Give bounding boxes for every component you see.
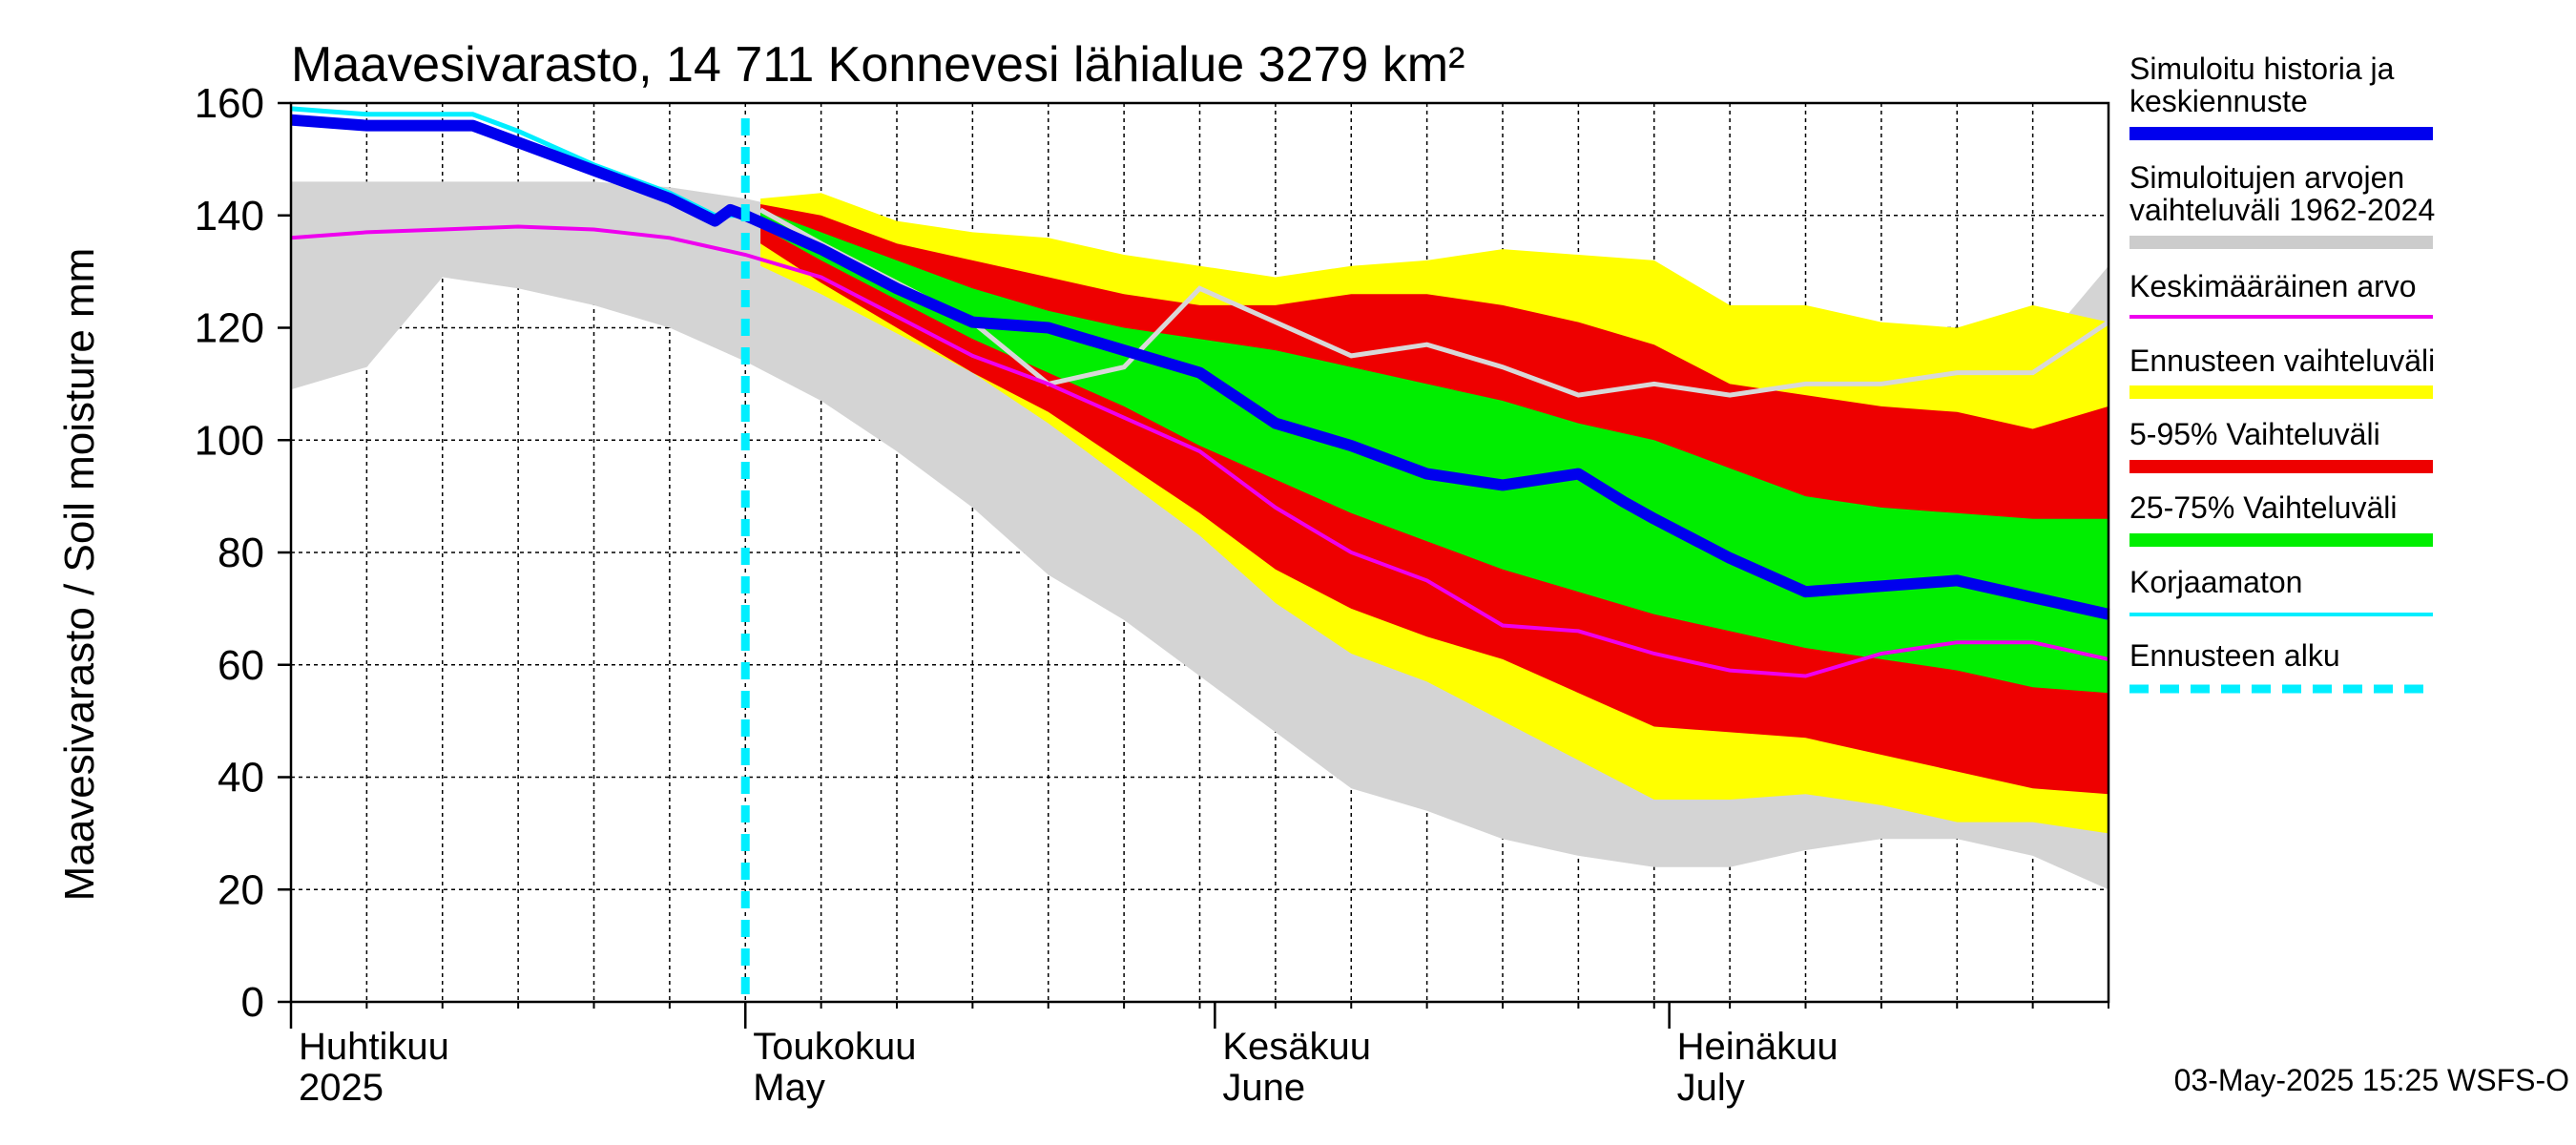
x-month-label-en: June <box>1222 1067 1305 1109</box>
y-tick-label: 120 <box>195 305 264 352</box>
y-tick-label: 40 <box>218 755 264 802</box>
y-tick-label: 20 <box>218 866 264 913</box>
x-month-label: Huhtikuu <box>299 1026 449 1068</box>
y-ticks: 0 20 40 60 80 100 120 140 160 <box>195 80 291 1026</box>
y-tick-label: 60 <box>218 642 264 689</box>
y-tick-label: 140 <box>195 193 264 239</box>
timestamp-footer: 03-May-2025 15:25 WSFS-O <box>2174 1063 2569 1097</box>
series-lines <box>290 106 2110 1002</box>
y-tick-label: 160 <box>195 80 264 127</box>
legend-label: Korjaamaton <box>2129 565 2302 599</box>
chart-title: Maavesivarasto, 14 711 Konnevesi lähialu… <box>291 37 1465 93</box>
x-month-label-en: May <box>753 1067 825 1109</box>
legend-label: keskiennuste <box>2129 84 2308 118</box>
legend-label: Ennusteen vaihteluväli <box>2129 344 2435 378</box>
legend-label: Keskimääräinen arvo <box>2129 269 2417 303</box>
y-tick-label: 0 <box>241 979 264 1026</box>
legend-label: 5-95% Vaihteluväli <box>2129 417 2380 451</box>
history-forecast-line <box>290 114 2110 620</box>
y-axis-label: Maavesivarasto / Soil moisture mm <box>56 248 103 902</box>
mean-line <box>290 224 2109 678</box>
legend-label: vaihteluväli 1962-2024 <box>2129 193 2435 227</box>
x-month-label-en: 2025 <box>299 1067 384 1109</box>
y-tick-label: 80 <box>218 530 264 576</box>
x-month-label: Kesäkuu <box>1222 1026 1371 1068</box>
legend-label: Ennusteen alku <box>2129 638 2340 673</box>
y-tick-label: 100 <box>195 417 264 464</box>
legend-label: 25-75% Vaihteluväli <box>2129 490 2397 525</box>
x-month-label: Toukokuu <box>753 1026 916 1068</box>
x-month-label: Heinäkuu <box>1677 1026 1839 1068</box>
x-month-label-en: July <box>1677 1067 1745 1109</box>
legend-label: Simuloitujen arvojen <box>2129 160 2404 195</box>
legend-label: Simuloitu historia ja <box>2129 52 2395 86</box>
